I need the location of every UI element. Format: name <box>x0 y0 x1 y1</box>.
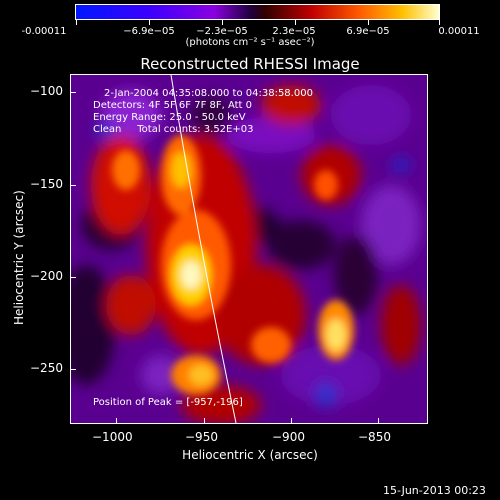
x-tick <box>378 418 379 424</box>
colorbar-tick <box>76 20 77 25</box>
y-tick <box>70 185 76 186</box>
colorbar-tick-label: 2.3e−05 <box>272 26 316 37</box>
colorbar-tick-label: 0.00011 <box>438 26 480 37</box>
colorbar-tick <box>149 20 150 25</box>
x-axis-title: Heliocentric X (arcsec) <box>182 448 318 462</box>
y-tick <box>70 277 76 278</box>
x-tick <box>116 418 117 424</box>
detectors-annotation: Detectors: 4F 5F 6F 7F 8F, Att 0 <box>93 100 253 111</box>
colorbar-tick <box>368 20 369 25</box>
footer-date: 15-Jun-2013 00:23 <box>383 484 486 497</box>
x-tick-label: −950 <box>185 430 218 444</box>
colorbar-tick <box>295 20 296 25</box>
colorbar-units: (photons cm⁻² s⁻¹ asec⁻²) <box>185 37 315 48</box>
colorbar-tick <box>222 20 223 25</box>
x-tick <box>291 418 292 424</box>
colorbar-tick-label: −6.9e−05 <box>123 26 175 37</box>
x-tick-label: −850 <box>358 430 391 444</box>
y-tick-label: −150 <box>30 177 63 191</box>
rhessi-image <box>70 74 428 424</box>
clean-counts-annotation: Clean Total counts: 3.52E+03 <box>93 124 254 135</box>
time-range-annotation: 2-Jan-2004 04:35:08.000 to 04:38:58.000 <box>104 88 313 99</box>
x-tick-label: −1000 <box>92 430 133 444</box>
y-tick <box>70 369 76 370</box>
peak-position-annotation: Position of Peak = [-957,-196] <box>93 397 243 408</box>
rhessi-image-canvas <box>71 75 427 423</box>
y-axis-title: Heliocentric Y (arcsec) <box>12 190 26 325</box>
colorbar-tick-label: -0.00011 <box>21 26 67 37</box>
x-tick-label: −900 <box>272 430 305 444</box>
y-tick-label: −250 <box>30 361 63 375</box>
y-tick-label: −200 <box>30 269 63 283</box>
colorbar-tick-label: −2.3e−05 <box>196 26 248 37</box>
colorbar <box>75 4 440 20</box>
colorbar-tick <box>439 20 440 25</box>
x-tick <box>204 418 205 424</box>
y-tick-label: −100 <box>30 84 63 98</box>
y-tick <box>70 92 76 93</box>
colorbar-tick-label: 6.9e−05 <box>346 26 390 37</box>
image-title: Reconstructed RHESSI Image <box>140 55 360 73</box>
energy-range-annotation: Energy Range: 25.0 - 50.0 keV <box>93 112 246 123</box>
